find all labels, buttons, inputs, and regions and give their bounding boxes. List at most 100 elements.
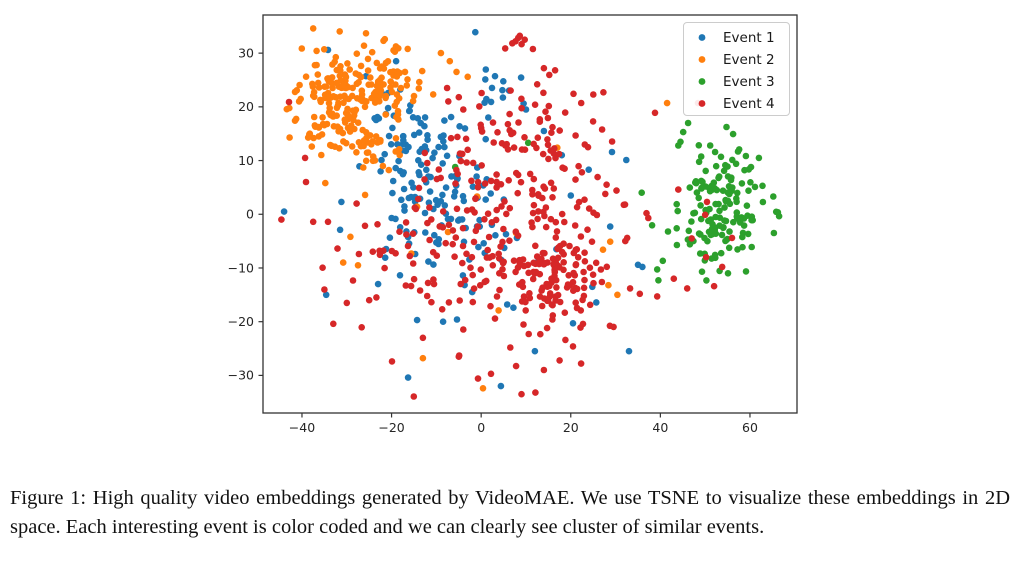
data-point (421, 176, 428, 183)
data-point (372, 97, 380, 104)
data-point (447, 113, 455, 121)
data-point (719, 224, 727, 232)
data-point (381, 254, 389, 261)
data-point (292, 115, 300, 123)
x-axis: −40 −20 0 20 40 60 (289, 413, 758, 435)
data-point (464, 73, 472, 81)
data-point (709, 220, 716, 228)
data-point (407, 282, 415, 290)
data-point (364, 55, 372, 63)
data-point (723, 123, 730, 131)
data-point (322, 179, 329, 187)
data-point (339, 259, 347, 266)
legend-entry-event-2: Event 2 (698, 52, 775, 68)
data-point (517, 178, 525, 186)
data-point (370, 90, 378, 98)
data-point (733, 198, 740, 206)
data-point (706, 187, 714, 195)
legend: Event 1 Event 2 Event 3 Event 4 (683, 22, 790, 116)
data-point (545, 102, 553, 110)
data-point (716, 207, 723, 215)
data-point (382, 94, 389, 102)
data-point (421, 143, 429, 150)
data-point (770, 193, 777, 200)
data-point (410, 393, 418, 400)
data-point (468, 177, 475, 185)
data-point (342, 73, 350, 81)
data-point (480, 240, 488, 247)
data-point (516, 32, 524, 40)
data-point (320, 46, 328, 53)
data-point (742, 268, 750, 275)
data-point (581, 141, 589, 148)
data-point (733, 209, 741, 216)
data-point (481, 180, 489, 187)
data-point (651, 109, 659, 117)
data-point (392, 215, 399, 223)
data-point (550, 185, 558, 192)
data-point (439, 160, 447, 167)
data-point (312, 123, 319, 130)
data-point (674, 207, 681, 215)
data-point (552, 234, 560, 241)
data-point (405, 107, 413, 115)
data-point (719, 187, 727, 194)
legend-label: Event 4 (723, 96, 775, 112)
data-point (362, 157, 370, 165)
data-point (389, 189, 396, 197)
data-point (585, 166, 592, 173)
data-point (598, 126, 606, 133)
data-point (460, 197, 468, 205)
data-point (376, 251, 384, 259)
data-point (724, 163, 731, 170)
data-point (378, 156, 385, 164)
data-point (443, 84, 451, 92)
data-point (441, 143, 448, 151)
x-tick-label: 40 (652, 420, 668, 435)
data-point (479, 385, 487, 392)
data-point (298, 45, 306, 52)
data-point (396, 69, 404, 77)
data-point (385, 132, 393, 140)
data-point (540, 261, 548, 268)
data-point (544, 136, 551, 143)
data-point (297, 95, 305, 103)
data-point (352, 70, 360, 77)
data-point (477, 266, 485, 273)
data-point (489, 262, 497, 269)
data-point (405, 194, 413, 202)
data-point (348, 123, 355, 131)
data-point (483, 254, 491, 261)
x-tick-label: −20 (378, 420, 404, 435)
data-point (364, 149, 372, 156)
data-point (415, 157, 422, 164)
legend-entry-event-1: Event 1 (698, 30, 775, 46)
data-point (570, 90, 577, 98)
data-point (373, 59, 381, 67)
data-point (478, 162, 486, 169)
data-point (715, 173, 723, 180)
data-point (721, 217, 728, 224)
data-point (729, 130, 737, 138)
data-point (371, 115, 378, 122)
data-point (679, 128, 687, 136)
data-point (360, 164, 367, 171)
data-point (397, 84, 405, 92)
data-point (437, 197, 445, 205)
data-point (578, 169, 586, 176)
data-point (738, 180, 746, 187)
data-point (581, 196, 588, 203)
data-point (461, 276, 469, 284)
legend-label: Event 3 (723, 74, 775, 90)
data-point (542, 108, 549, 115)
data-point (476, 103, 483, 110)
data-point (565, 272, 572, 279)
data-point (540, 64, 548, 72)
data-point (390, 72, 397, 79)
data-point (423, 166, 430, 174)
data-point (614, 291, 621, 299)
data-point (409, 260, 417, 267)
data-point (698, 268, 706, 276)
data-point (547, 215, 555, 223)
data-point (712, 162, 720, 170)
